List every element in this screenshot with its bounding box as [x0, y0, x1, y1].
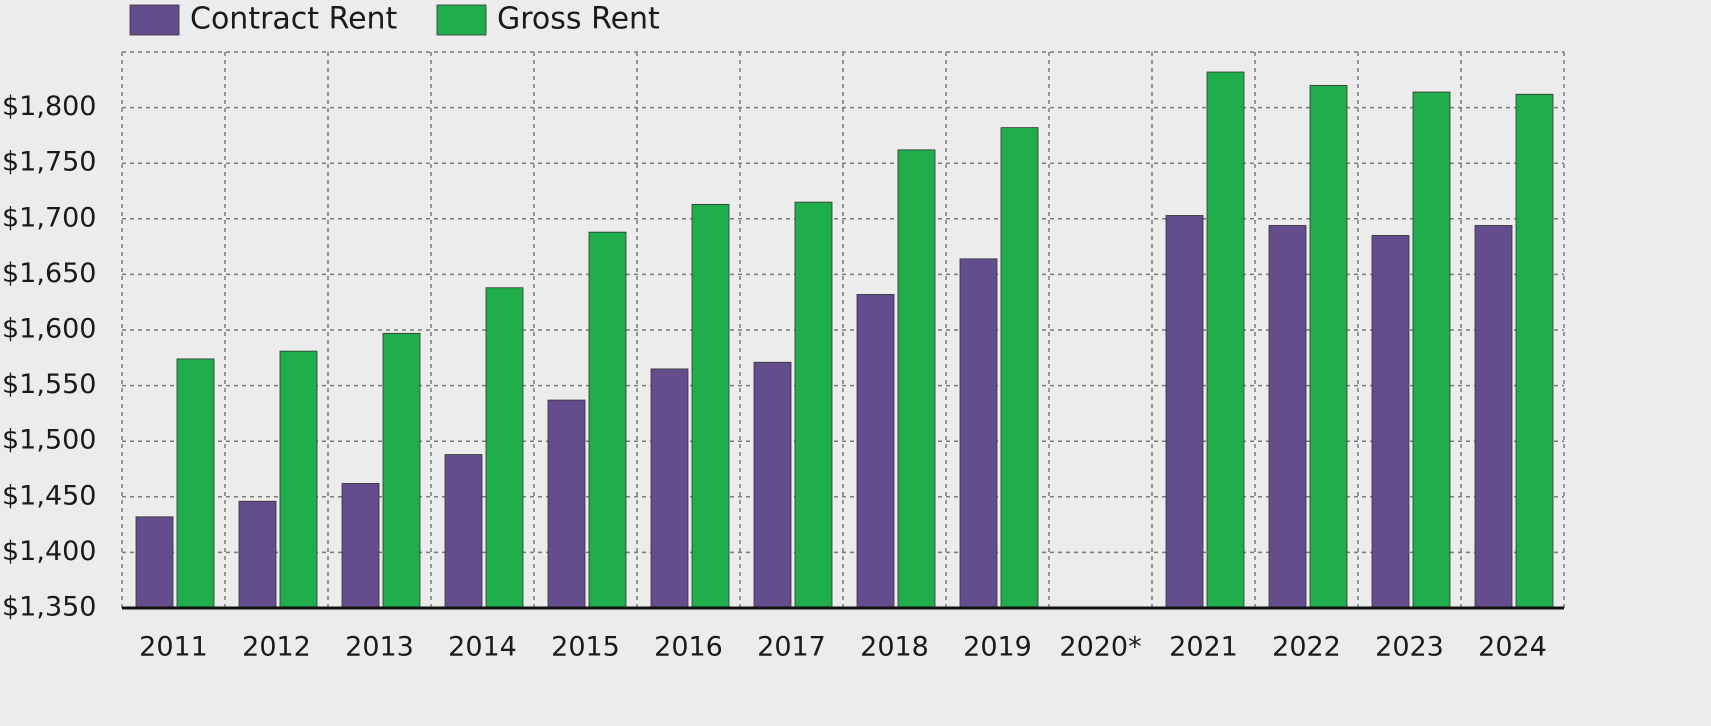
x-tick-label: 2011	[139, 632, 208, 663]
x-tick-label: 2021	[1169, 632, 1238, 663]
bar	[1515, 93, 1554, 609]
y-tick-label: $1,450	[2, 480, 96, 511]
legend-label: Gross Rent	[497, 2, 660, 37]
x-tick-label: 2015	[551, 632, 620, 663]
legend-swatch	[129, 4, 180, 36]
bar	[1206, 71, 1245, 609]
bar	[547, 399, 586, 609]
bar	[238, 500, 277, 609]
bar	[382, 332, 421, 609]
y-tick-label: $1,650	[2, 258, 96, 289]
legend-swatch	[436, 4, 487, 36]
x-tick-label: 2022	[1272, 632, 1341, 663]
bar	[135, 516, 174, 609]
x-tick-label: 2017	[757, 632, 826, 663]
bar	[341, 483, 380, 609]
bar	[176, 358, 215, 609]
bar	[1268, 225, 1307, 609]
bar	[1309, 84, 1348, 609]
bar	[856, 294, 895, 609]
bar	[691, 203, 730, 609]
bar	[1474, 225, 1513, 609]
bar	[897, 149, 936, 609]
x-tick-label: 2013	[345, 632, 414, 663]
bar	[588, 231, 627, 609]
x-tick-label: 2020*	[1059, 632, 1141, 663]
bar	[794, 201, 833, 609]
bar	[1371, 235, 1410, 609]
x-tick-label: 2014	[448, 632, 517, 663]
bar	[279, 350, 318, 609]
bar	[444, 454, 483, 609]
x-tick-label: 2018	[860, 632, 929, 663]
x-tick-label: 2019	[963, 632, 1032, 663]
y-tick-label: $1,350	[2, 592, 96, 623]
y-tick-label: $1,800	[2, 91, 96, 122]
bar	[959, 258, 998, 609]
bar	[753, 361, 792, 609]
legend-label: Contract Rent	[190, 2, 398, 37]
x-tick-label: 2023	[1375, 632, 1444, 663]
x-tick-label: 2012	[242, 632, 311, 663]
y-tick-label: $1,400	[2, 536, 96, 567]
bar	[485, 287, 524, 609]
x-tick-label: 2016	[654, 632, 723, 663]
y-tick-label: $1,750	[2, 147, 96, 178]
y-tick-label: $1,600	[2, 314, 96, 345]
x-tick-label: 2024	[1478, 632, 1547, 663]
y-tick-label: $1,500	[2, 425, 96, 456]
y-tick-label: $1,550	[2, 369, 96, 400]
bar	[1412, 91, 1451, 609]
bar	[1000, 127, 1039, 609]
bar	[650, 368, 689, 609]
bar	[1165, 215, 1204, 609]
y-tick-label: $1,700	[2, 202, 96, 233]
